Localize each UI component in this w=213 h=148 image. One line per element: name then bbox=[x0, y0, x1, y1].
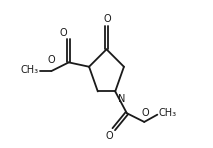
Text: O: O bbox=[106, 131, 113, 141]
Text: O: O bbox=[104, 14, 111, 24]
Text: CH₃: CH₃ bbox=[20, 65, 38, 75]
Text: O: O bbox=[47, 55, 55, 65]
Text: CH₃: CH₃ bbox=[159, 108, 177, 118]
Text: N: N bbox=[118, 94, 125, 104]
Text: O: O bbox=[141, 108, 149, 118]
Text: O: O bbox=[59, 28, 67, 38]
